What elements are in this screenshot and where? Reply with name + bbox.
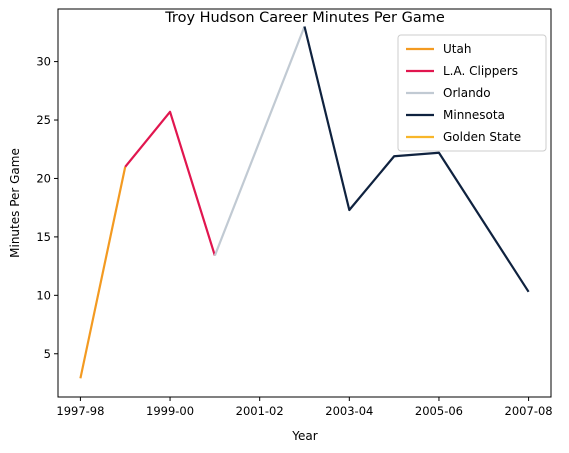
y-axis: 5 10 15 20 25 30 [36, 55, 58, 361]
x-axis: 1997-98 1999-00 2001-02 2003-04 2005-06 2007-… [56, 397, 553, 418]
plot-frame [57, 8, 552, 398]
legend-label-4: Golden State [443, 130, 521, 144]
y-tick-label-5: 30 [36, 55, 51, 69]
series-line-2 [213, 26, 306, 256]
series-line-3 [303, 26, 530, 293]
x-axis-label: Year [291, 429, 317, 443]
legend-label-3: Minnesota [443, 108, 505, 122]
y-axis-label: Minutes Per Game [8, 148, 22, 258]
legend: Utah L.A. Clippers Orlando Minnesota Golden … [397, 34, 547, 152]
x-tick-label-3: 2003-04 [325, 404, 373, 418]
series-lines [79, 26, 530, 379]
x-tick-label-0: 1997-98 [56, 404, 104, 418]
series-line-1 [124, 110, 216, 256]
y-tick-label-2: 15 [36, 230, 51, 244]
legend-label-0: Utah [443, 42, 471, 56]
x-tick-label-4: 2005-06 [415, 404, 463, 418]
x-tick-label-1: 1999-00 [146, 404, 194, 418]
y-tick-label-4: 25 [36, 113, 51, 127]
x-tick-label-5: 2007-08 [505, 404, 553, 418]
series-line-0 [79, 166, 127, 379]
chart-title: Troy Hudson Career Minutes Per Game [164, 10, 445, 26]
legend-label-1: L.A. Clippers [443, 64, 518, 78]
y-tick-label-0: 5 [44, 347, 51, 361]
y-tick-label-1: 10 [36, 288, 51, 302]
y-tick-label-3: 20 [36, 171, 51, 185]
legend-box [397, 34, 547, 152]
legend-label-2: Orlando [443, 86, 491, 100]
x-tick-label-2: 2001-02 [236, 404, 284, 418]
